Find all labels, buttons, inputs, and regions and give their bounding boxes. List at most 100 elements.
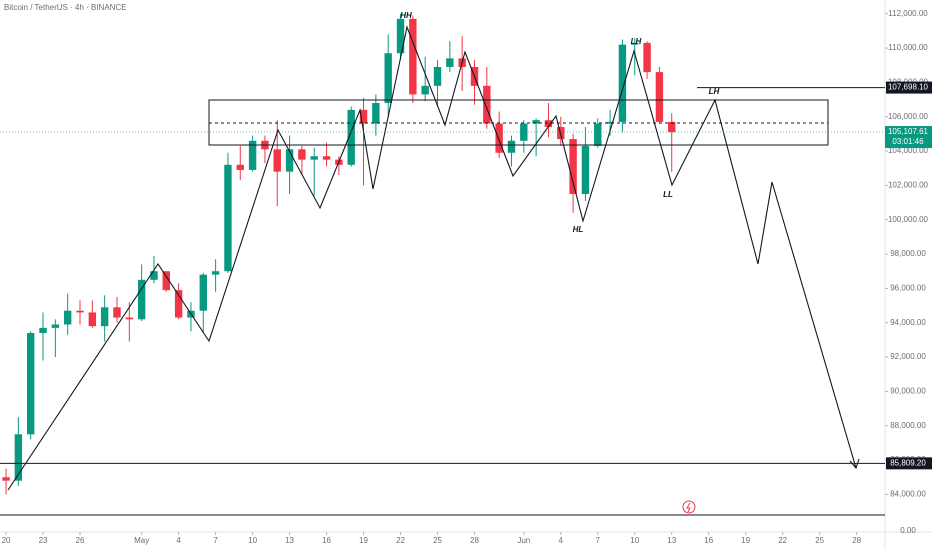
pattern-annotation: HH <box>400 11 412 20</box>
event-icon-bolt <box>686 502 691 513</box>
candle-body <box>211 271 220 275</box>
candle-body <box>594 123 602 146</box>
x-tick-label: 16 <box>704 536 713 545</box>
candle-body <box>298 149 306 160</box>
candle-body <box>236 164 244 170</box>
y-tick-label: 94,000.00 <box>890 318 926 327</box>
y-tick-label: 88,000.00 <box>890 421 926 430</box>
candle-body <box>248 140 257 170</box>
candle-body <box>322 156 331 160</box>
candle-body <box>359 109 368 124</box>
candle-body <box>174 290 183 318</box>
y-tick-label: 92,000.00 <box>890 352 926 361</box>
x-tick-label: 10 <box>248 536 257 545</box>
candle-body <box>446 58 454 67</box>
candle-body <box>137 279 146 320</box>
countdown-label: 03:01:46 <box>892 137 924 146</box>
candle-body <box>618 44 627 122</box>
candle-body <box>14 434 23 481</box>
x-tick-label: 22 <box>396 536 405 545</box>
candle-body <box>544 120 553 128</box>
x-tick-label: 23 <box>39 536 48 545</box>
x-tick-label: 7 <box>213 536 218 545</box>
candle-body <box>224 164 232 272</box>
y-tick-label: 102,000.00 <box>888 181 929 190</box>
x-tick-label: 25 <box>815 536 824 545</box>
candle-body <box>507 140 516 153</box>
candle-body <box>433 66 442 86</box>
x-tick-label: 16 <box>322 536 331 545</box>
price-level-label: 107,698.10 <box>888 83 929 92</box>
x-tick-label: 13 <box>667 536 676 545</box>
price-level-label: 85,809.20 <box>890 458 926 467</box>
y-tick-label: 90,000.00 <box>890 387 926 396</box>
x-tick-label: 28 <box>470 536 479 545</box>
candle-body <box>372 103 380 124</box>
x-tick-label: 22 <box>778 536 787 545</box>
candle-body <box>273 149 281 172</box>
price-level-tag <box>886 457 932 470</box>
candle-body <box>409 18 417 95</box>
x-tick-label: 19 <box>741 536 750 545</box>
pattern-annotation: LL <box>663 190 673 199</box>
x-tick-label: 10 <box>630 536 639 545</box>
x-tick-label: May <box>134 536 149 545</box>
candle-body <box>347 109 355 165</box>
candle-body <box>76 310 84 313</box>
candle-body <box>631 42 639 45</box>
y-tick-label: 100,000.00 <box>888 215 929 224</box>
chart-title: Bitcoin / TetherUS · 4h · BINANCE <box>4 3 127 12</box>
last-price-tag <box>885 126 932 149</box>
y-tick-label: 104,000.00 <box>888 146 929 155</box>
candle-body <box>520 123 528 141</box>
candle-body <box>113 307 121 318</box>
last-price-label: 105,107.61 <box>888 127 929 136</box>
candle-body <box>643 42 651 73</box>
candle-body <box>483 85 491 124</box>
candle-body <box>162 271 170 291</box>
x-tick-label: 20 <box>2 536 11 545</box>
y-tick-label: 106,000.00 <box>888 112 929 121</box>
x-tick-label: Jun <box>517 536 530 545</box>
y-tick-label: 110,000.00 <box>888 43 928 52</box>
y-tick-label: 98,000.00 <box>890 249 926 258</box>
pattern-annotation: HL <box>573 225 584 234</box>
y-tick-label: 112,000.00 <box>888 9 928 18</box>
price-level-tag <box>886 81 932 94</box>
x-tick-label: 4 <box>176 536 181 545</box>
candle-body <box>655 72 664 122</box>
candle-body <box>51 324 60 328</box>
candle-body <box>569 139 577 194</box>
candle-body <box>396 18 405 54</box>
candles: 84,000.0086,000.0088,000.0090,000.0092,0… <box>2 9 929 545</box>
pattern-annotation: LH <box>709 87 720 96</box>
candle-body <box>199 274 207 311</box>
x-tick-label: 19 <box>359 536 368 545</box>
candle-body <box>606 121 614 124</box>
x-tick-label: 13 <box>285 536 294 545</box>
pattern-annotation: LH <box>631 37 642 46</box>
candle-body <box>26 333 35 435</box>
candle-body <box>581 145 590 194</box>
candle-body <box>88 312 97 327</box>
y-tick-label: 96,000.00 <box>890 284 926 293</box>
candle-body <box>39 327 47 334</box>
candle-body <box>310 156 318 160</box>
x-tick-label: 7 <box>596 536 601 545</box>
lower-pane-label: 0.00 <box>900 526 916 535</box>
y-tick-label: 84,000.00 <box>890 490 926 499</box>
candle-body <box>125 317 134 320</box>
x-tick-label: 26 <box>76 536 85 545</box>
candle-body <box>532 120 540 124</box>
candle-body <box>2 477 10 481</box>
candle-body <box>495 123 503 153</box>
candle-body <box>63 310 72 325</box>
candle-body <box>384 53 392 103</box>
candle-body <box>150 271 158 280</box>
candle-body <box>100 307 109 327</box>
x-tick-label: 25 <box>433 536 442 545</box>
candle-body <box>285 149 294 172</box>
